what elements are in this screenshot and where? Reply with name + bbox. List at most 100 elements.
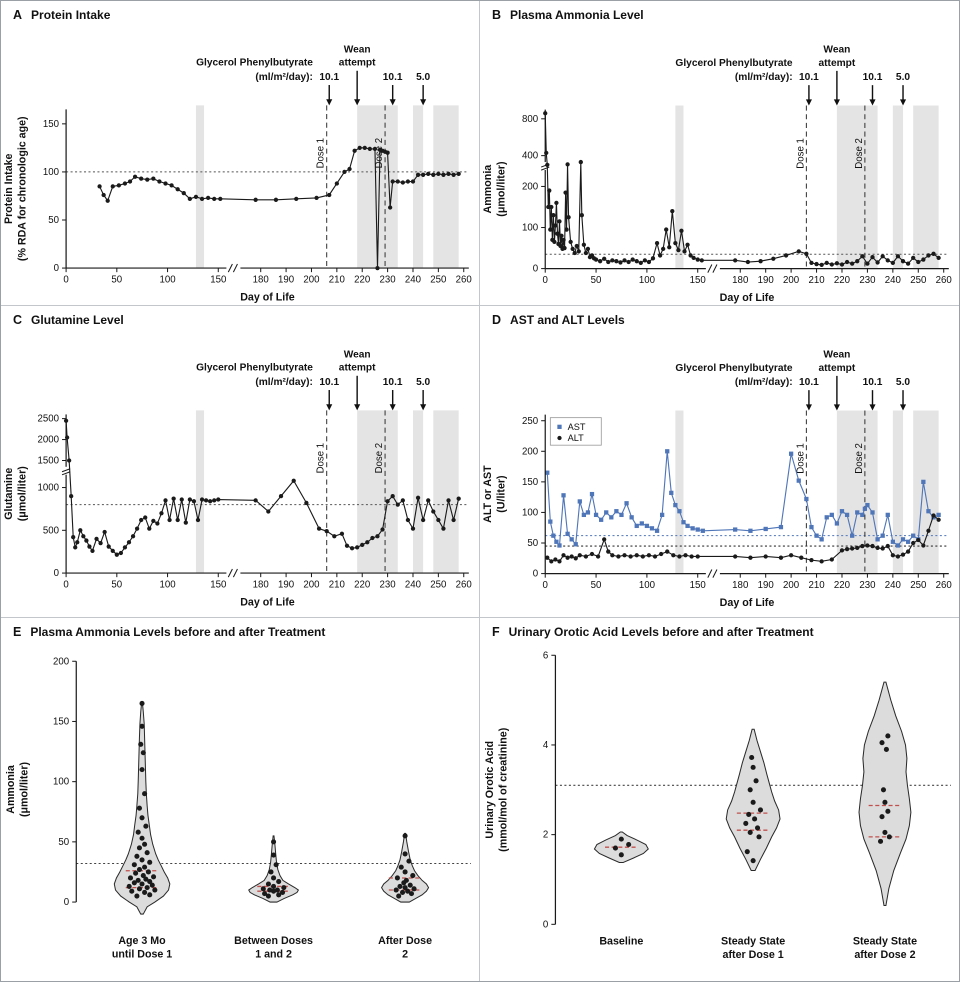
svg-text:250: 250 xyxy=(910,275,926,286)
panel-b-header: B Plasma Ammonia Level xyxy=(480,1,959,24)
svg-text:Dose 1: Dose 1 xyxy=(316,138,327,169)
svg-text:Wean: Wean xyxy=(823,45,850,56)
svg-text:0: 0 xyxy=(54,263,59,274)
svg-text:(mmol/mol of creatinine): (mmol/mol of creatinine) xyxy=(498,727,510,852)
svg-text:0: 0 xyxy=(533,569,538,580)
svg-text:10.1: 10.1 xyxy=(863,72,883,83)
svg-text:10.1: 10.1 xyxy=(319,72,339,83)
svg-text:After Dose: After Dose xyxy=(378,935,432,947)
panel-a-title: Protein Intake xyxy=(31,8,111,22)
svg-text:(ml/m²/day):: (ml/m²/day): xyxy=(735,377,793,388)
svg-text:Baseline: Baseline xyxy=(599,936,643,948)
svg-text:6: 6 xyxy=(543,650,548,661)
svg-text:Age 3 Mo: Age 3 Mo xyxy=(118,935,166,947)
svg-text:210: 210 xyxy=(808,580,824,591)
svg-text:AST: AST xyxy=(568,422,586,432)
svg-text:200: 200 xyxy=(783,275,799,286)
svg-text:0: 0 xyxy=(533,264,538,275)
svg-text:5.0: 5.0 xyxy=(896,72,910,83)
panel-f-header: F Urinary Orotic Acid Levels before and … xyxy=(480,618,959,641)
panel-f: F Urinary Orotic Acid Levels before and … xyxy=(480,618,959,981)
svg-text:5.0: 5.0 xyxy=(896,377,910,388)
svg-text:Dose 2: Dose 2 xyxy=(374,443,385,474)
svg-text:attempt: attempt xyxy=(819,363,856,374)
svg-text:250: 250 xyxy=(430,579,446,590)
svg-text:200: 200 xyxy=(303,274,319,285)
svg-text:attempt: attempt xyxy=(339,363,376,374)
svg-text:2: 2 xyxy=(543,830,548,841)
svg-text:Ammonia: Ammonia xyxy=(482,164,494,214)
panel-c-chart: Dose 1 Dose 2 0 50 100 150 180 190 200 210 220 230 2… xyxy=(3,349,472,608)
panel-e-title: Plasma Ammonia Levels before and after T… xyxy=(30,625,326,639)
svg-text:(μmol/liter): (μmol/liter) xyxy=(16,466,28,522)
svg-text:Ammonia: Ammonia xyxy=(5,765,17,814)
svg-text:Glycerol Phenylbutyrate: Glycerol Phenylbutyrate xyxy=(675,363,793,374)
svg-text:5.0: 5.0 xyxy=(416,72,430,83)
svg-text:240: 240 xyxy=(405,579,421,590)
svg-text:attempt: attempt xyxy=(339,58,376,69)
svg-text:2500: 2500 xyxy=(37,414,58,425)
svg-text:240: 240 xyxy=(885,275,901,286)
svg-text:230: 230 xyxy=(380,274,396,285)
svg-text:2: 2 xyxy=(402,948,408,960)
svg-text:1 and 2: 1 and 2 xyxy=(255,948,292,960)
svg-text:Day of Life: Day of Life xyxy=(720,597,775,609)
panel-d-header: D AST and ALT Levels xyxy=(480,306,959,329)
svg-text:0: 0 xyxy=(543,919,548,930)
svg-text:Wean: Wean xyxy=(344,349,371,360)
panel-c-title: Glutamine Level xyxy=(31,313,124,327)
svg-text:230: 230 xyxy=(859,580,875,591)
svg-text:150: 150 xyxy=(210,579,226,590)
svg-text:Glycerol Phenylbutyrate: Glycerol Phenylbutyrate xyxy=(196,58,313,69)
panel-d-letter: D xyxy=(492,313,502,327)
svg-text:220: 220 xyxy=(834,275,850,286)
svg-text:(U/liter): (U/liter) xyxy=(495,475,507,513)
svg-text:50: 50 xyxy=(111,274,122,285)
panel-f-letter: F xyxy=(492,625,500,639)
svg-text:ALT: ALT xyxy=(568,433,585,443)
svg-text:180: 180 xyxy=(732,275,748,286)
svg-text:500: 500 xyxy=(43,525,59,536)
svg-text:ALT or AST: ALT or AST xyxy=(482,465,494,523)
svg-text:250: 250 xyxy=(910,580,926,591)
svg-text:10.1: 10.1 xyxy=(799,377,819,388)
svg-text:Protein Intake: Protein Intake xyxy=(3,153,15,224)
svg-text:Steady State: Steady State xyxy=(853,936,917,948)
svg-text:190: 190 xyxy=(278,579,294,590)
panel-c-header: C Glutamine Level xyxy=(1,306,479,329)
svg-text:(μmol/liter): (μmol/liter) xyxy=(495,161,507,217)
svg-text:150: 150 xyxy=(43,119,59,130)
svg-text:1000: 1000 xyxy=(37,483,58,494)
svg-text:Between Doses: Between Doses xyxy=(234,935,313,947)
svg-text:until Dose 1: until Dose 1 xyxy=(112,948,172,960)
svg-text:(% RDA for chronologic age): (% RDA for chronologic age) xyxy=(16,116,28,261)
svg-text:10.1: 10.1 xyxy=(863,377,883,388)
svg-text:0: 0 xyxy=(63,579,68,590)
panel-a-header: A Protein Intake xyxy=(1,1,479,24)
svg-text:210: 210 xyxy=(329,274,345,285)
svg-text:220: 220 xyxy=(354,579,370,590)
svg-text:100: 100 xyxy=(522,507,538,518)
panel-b-title: Plasma Ammonia Level xyxy=(510,8,644,22)
svg-text:200: 200 xyxy=(303,579,319,590)
svg-text:100: 100 xyxy=(639,580,655,591)
panel-d-chart: Dose 1 Dose 2 0 50 100 150 180 190 200 210 220 230 2… xyxy=(482,350,952,610)
panel-d: D AST and ALT Levels Dose 1 Dose 2 0 50 100 1… xyxy=(480,306,959,618)
svg-text:Wean: Wean xyxy=(344,44,371,55)
svg-text:50: 50 xyxy=(58,837,69,848)
svg-text:190: 190 xyxy=(278,274,294,285)
svg-text:240: 240 xyxy=(405,274,421,285)
panel-b-chart: Dose 1 Dose 2 0 50 100 150 180 190 200 210 220 230 2… xyxy=(482,45,952,305)
svg-text:260: 260 xyxy=(936,275,952,286)
svg-text:50: 50 xyxy=(48,215,59,226)
panel-e-header: E Plasma Ammonia Levels before and after… xyxy=(1,618,479,641)
panel-e-letter: E xyxy=(13,625,22,639)
svg-text:10.1: 10.1 xyxy=(383,377,403,388)
svg-text:100: 100 xyxy=(639,275,655,286)
svg-text:(μmol/liter): (μmol/liter) xyxy=(18,762,30,818)
svg-text:250: 250 xyxy=(430,274,446,285)
svg-text:100: 100 xyxy=(159,579,175,590)
